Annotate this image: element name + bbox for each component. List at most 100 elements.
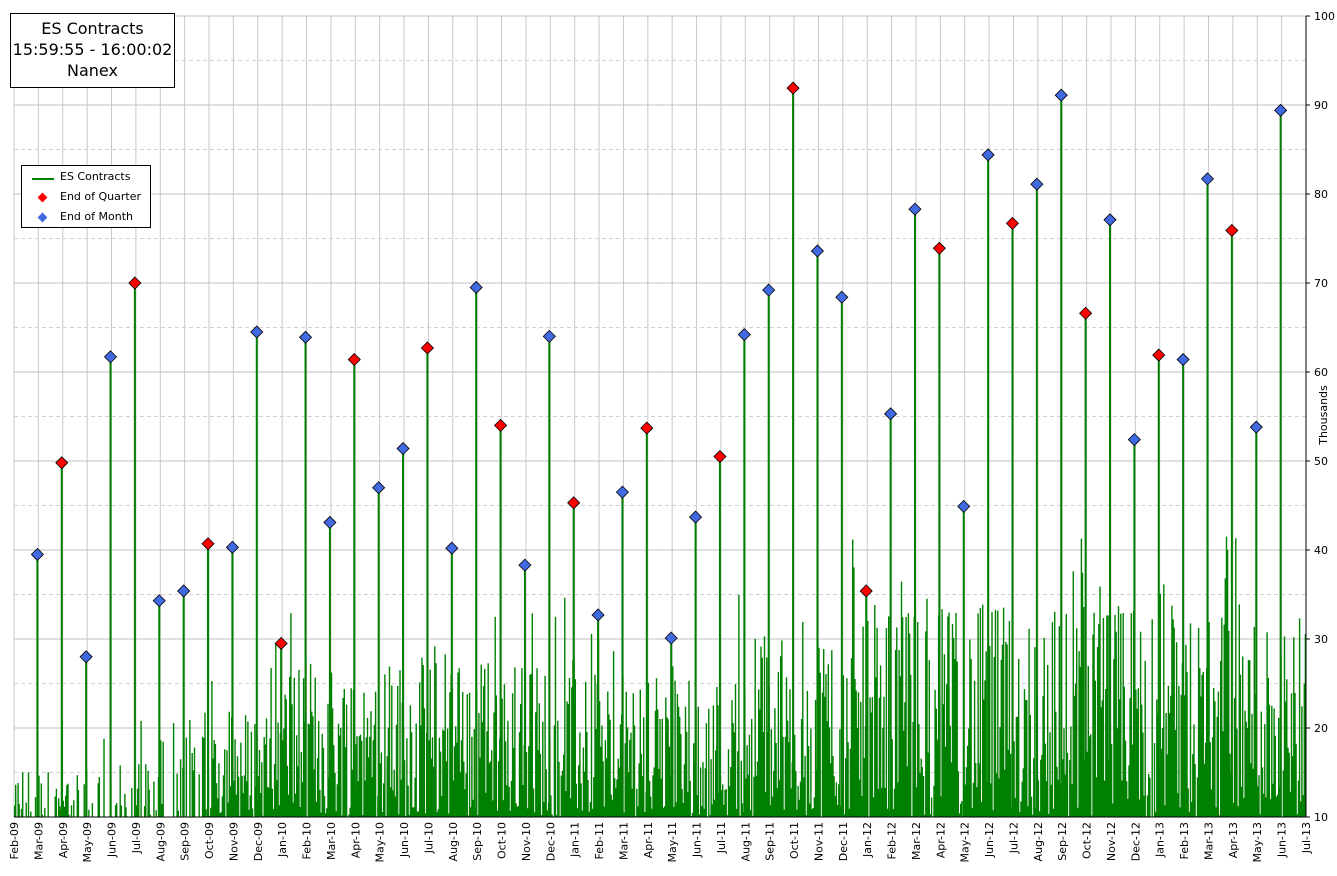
x-tick-label: Mar-12	[910, 822, 923, 860]
month-end-marker	[396, 441, 410, 456]
legend-item-end-of-month: End of Month	[22, 208, 150, 226]
x-tick-label: Jun-09	[106, 822, 119, 858]
x-tick-label: Apr-11	[642, 822, 655, 858]
x-tick-label: Sep-11	[764, 822, 777, 861]
x-tick-label: Mar-11	[617, 822, 630, 860]
x-tick-label: Feb-11	[593, 822, 606, 859]
chart-source: Nanex	[67, 61, 118, 80]
legend-item-end-of-quarter: End of Quarter	[22, 188, 150, 206]
x-tick-label: Aug-10	[447, 822, 460, 861]
month-end-marker	[1274, 103, 1288, 117]
quarter-end-marker	[1079, 306, 1093, 320]
x-tick-label: Jan-10	[276, 822, 289, 858]
quarter-end-marker	[713, 449, 727, 464]
x-tick-label: Feb-12	[886, 822, 899, 859]
x-tick-label: Dec-11	[837, 822, 850, 861]
chart-title-box: ES Contracts 15:59:55 - 16:00:02 Nanex	[10, 13, 175, 88]
x-tick-label: Jul-11	[715, 822, 728, 854]
x-tick-label: Apr-13	[1227, 822, 1240, 858]
x-tick-label: Aug-11	[739, 822, 752, 861]
y-tick-label: 60	[1314, 366, 1328, 379]
quarter-end-marker	[1225, 223, 1239, 238]
legend-label: ES Contracts	[60, 170, 131, 183]
y-tick-label: 30	[1314, 633, 1328, 646]
x-tick-label: Aug-12	[1032, 822, 1045, 861]
x-tick-label: May-11	[666, 822, 679, 863]
quarter-end-marker	[420, 341, 434, 355]
x-tick-label: Jul-09	[130, 822, 143, 854]
quarter-end-marker	[786, 81, 800, 95]
x-tick-label: May-12	[959, 822, 972, 863]
x-tick-label: Jun-11	[691, 822, 704, 858]
x-tick-label: Jul-12	[1007, 822, 1020, 854]
quarter-end-marker	[1005, 216, 1020, 230]
month-end-marker	[981, 148, 995, 162]
month-end-marker	[615, 485, 629, 499]
daily-volume-bars	[13, 536, 1307, 817]
x-tick-label: Feb-10	[301, 822, 314, 859]
month-end-marker	[908, 202, 922, 216]
legend-item-es-contracts: ES Contracts	[22, 168, 150, 186]
x-tick-label: Dec-10	[544, 822, 557, 861]
x-tick-label: Oct-11	[788, 822, 801, 859]
x-tick-label: Nov-10	[520, 822, 533, 861]
y-tick-label: 10	[1314, 811, 1328, 824]
quarter-end-marker	[128, 276, 142, 290]
quarter-end-marker	[347, 352, 361, 367]
month-end-marker	[664, 631, 678, 645]
month-end-marker	[810, 244, 825, 258]
x-tick-label: May-13	[1251, 822, 1264, 863]
blue-diamond-icon	[37, 212, 48, 223]
month-end-marker	[445, 541, 459, 555]
month-end-marker	[79, 650, 93, 664]
month-end-marker	[737, 328, 751, 342]
quarter-end-marker	[859, 584, 873, 598]
month-end-marker	[469, 280, 483, 295]
x-tick-label: Feb-09	[8, 822, 21, 859]
month-end-marker	[372, 481, 386, 495]
y-tick-label: 90	[1314, 99, 1328, 112]
end-of-period-spikes	[36, 88, 1282, 817]
month-end-marker	[298, 330, 313, 344]
legend-label: End of Quarter	[60, 190, 141, 203]
x-tick-label: Aug-09	[154, 822, 167, 861]
chart-legend: ES Contracts End of Quarter End of Month	[21, 165, 151, 228]
chart-axes	[14, 15, 1310, 818]
month-end-marker	[152, 594, 166, 608]
month-end-marker	[542, 329, 556, 343]
month-end-marker	[1176, 352, 1190, 367]
x-tick-label: Dec-09	[252, 822, 265, 861]
x-tick-label: May-10	[374, 822, 387, 863]
x-tick-label: Oct-12	[1081, 822, 1094, 859]
month-end-marker	[1103, 213, 1117, 227]
y-tick-label: 40	[1314, 544, 1328, 557]
y-tick-label: 50	[1314, 455, 1328, 468]
quarter-end-marker	[55, 456, 69, 470]
red-diamond-icon	[37, 192, 48, 203]
x-tick-label: Sep-09	[179, 822, 192, 861]
month-end-marker	[1054, 88, 1068, 102]
month-end-marker	[762, 283, 776, 297]
end-of-period-markers	[30, 81, 1288, 664]
month-end-marker	[1249, 420, 1263, 434]
x-tick-label: Nov-12	[1105, 822, 1118, 861]
y-tick-label: 80	[1314, 188, 1328, 201]
chart-title: ES Contracts	[41, 19, 144, 38]
month-end-marker	[225, 540, 239, 554]
x-tick-label: Jun-10	[398, 822, 411, 858]
month-end-marker	[103, 350, 118, 364]
chart-time-window: 15:59:55 - 16:00:02	[12, 40, 173, 59]
month-end-marker	[518, 558, 532, 572]
x-tick-label: Oct-09	[203, 822, 216, 859]
x-tick-label: Oct-10	[496, 822, 509, 859]
x-tick-label: Jan-13	[1154, 822, 1167, 858]
legend-line-swatch	[32, 178, 54, 180]
x-tick-label: Dec-12	[1129, 822, 1142, 861]
quarter-end-marker	[493, 418, 508, 432]
x-tick-label: Sep-10	[471, 822, 484, 861]
x-tick-label: May-09	[81, 822, 94, 863]
y-tick-labels: 10 20 30 40 50 60 70 80 90 100	[1314, 10, 1335, 824]
quarter-end-marker	[640, 421, 654, 435]
x-tick-label: Jun-13	[1276, 822, 1289, 858]
